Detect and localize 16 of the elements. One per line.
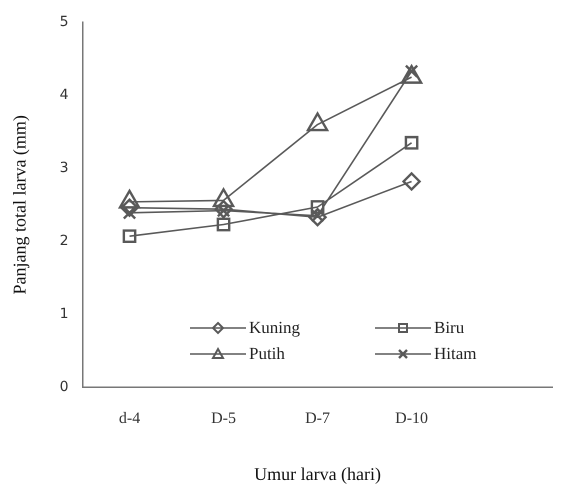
x-axis-title: Umur larva (hari) [254, 464, 382, 484]
x-tick-label: D-10 [395, 410, 428, 428]
y-tick-label: 5 [60, 14, 69, 30]
x-tick-label: d-4 [118, 410, 140, 428]
y-tick-label: 3 [60, 160, 69, 176]
y-tick-label: 1 [60, 306, 69, 322]
x-tick-label: D-7 [305, 410, 330, 428]
y-tick-label: 4 [60, 87, 69, 103]
y-axis-title: Panjang total larva (mm) [10, 115, 30, 295]
y-tick-label: 2 [60, 232, 69, 249]
legend-label: Putih [249, 344, 285, 364]
legend-label: Hitam [434, 344, 476, 364]
legend-label: Biru [434, 318, 464, 338]
y-tick-label: 0 [60, 378, 69, 395]
legend-label: Kuning [249, 318, 300, 338]
x-tick-label: D-5 [211, 410, 236, 428]
